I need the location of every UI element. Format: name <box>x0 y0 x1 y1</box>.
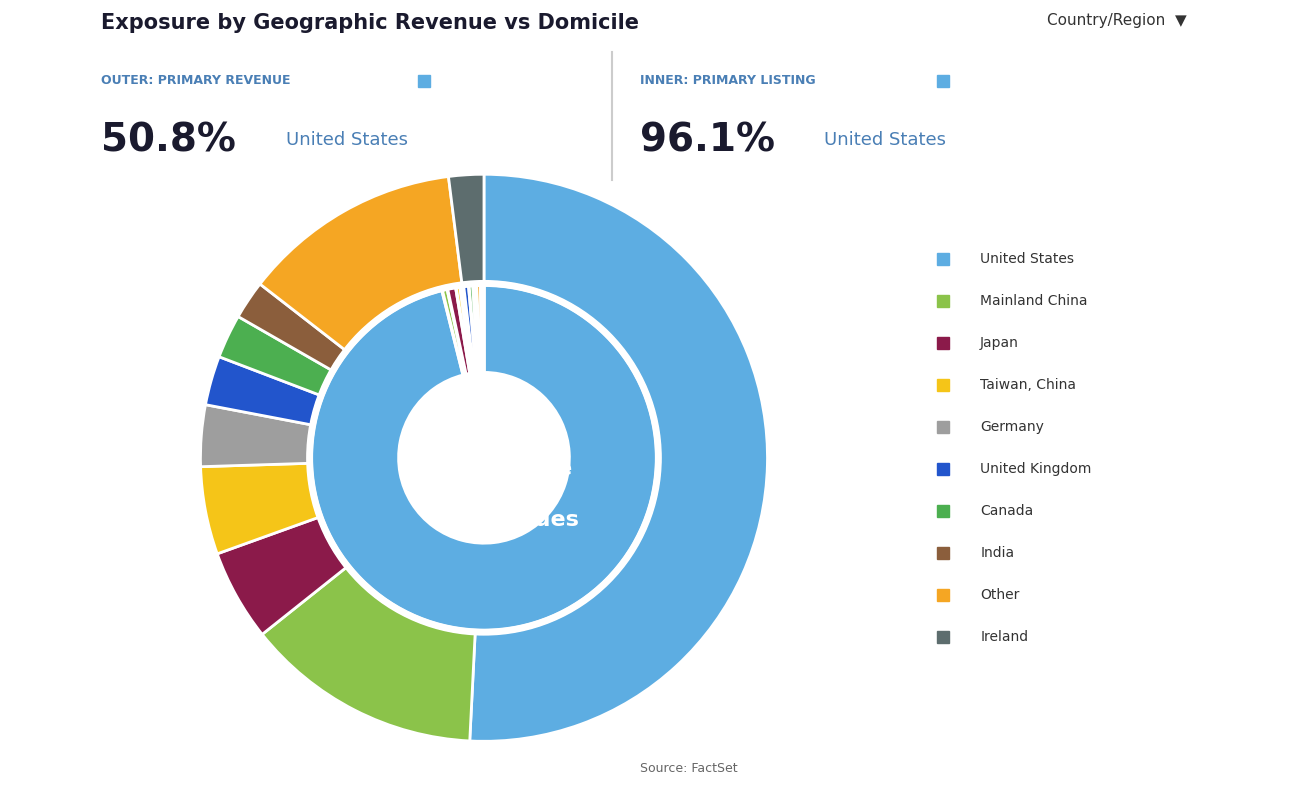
Wedge shape <box>480 284 484 373</box>
Wedge shape <box>263 567 475 741</box>
Wedge shape <box>449 174 484 284</box>
Text: United States: United States <box>286 132 408 149</box>
Wedge shape <box>201 405 312 466</box>
Wedge shape <box>463 285 476 374</box>
Text: Domicile: Domicile <box>463 459 572 479</box>
Text: India: India <box>980 546 1014 560</box>
Wedge shape <box>468 285 479 373</box>
Wedge shape <box>238 284 345 370</box>
Circle shape <box>399 373 569 543</box>
Text: INNER: PRIMARY LISTING: INNER: PRIMARY LISTING <box>641 74 815 87</box>
Text: United Kingdom: United Kingdom <box>980 462 1092 476</box>
Wedge shape <box>219 317 331 395</box>
Text: Exposure by Geographic Revenue vs Domicile: Exposure by Geographic Revenue vs Domici… <box>101 13 639 32</box>
Wedge shape <box>443 288 466 375</box>
Text: Mainland China: Mainland China <box>980 294 1088 308</box>
Wedge shape <box>448 287 470 374</box>
Text: Japan: Japan <box>980 336 1018 350</box>
Text: Other: Other <box>980 588 1020 602</box>
Wedge shape <box>311 284 657 630</box>
Text: Taiwan, China: Taiwan, China <box>980 378 1077 392</box>
Text: Germany: Germany <box>980 420 1044 434</box>
Text: 96.1%: 96.1% <box>641 121 775 159</box>
Text: Source: FactSet: Source: FactSet <box>641 762 738 775</box>
Text: Revenues: Revenues <box>457 510 578 530</box>
Wedge shape <box>201 463 318 554</box>
Wedge shape <box>474 285 480 373</box>
Wedge shape <box>476 285 483 373</box>
Wedge shape <box>455 287 472 374</box>
Wedge shape <box>206 357 320 425</box>
Wedge shape <box>217 518 347 634</box>
Wedge shape <box>260 177 462 350</box>
Text: United States: United States <box>824 132 946 149</box>
Wedge shape <box>461 286 474 374</box>
Text: OUTER: PRIMARY REVENUE: OUTER: PRIMARY REVENUE <box>101 74 291 87</box>
Text: Country/Region  ▼: Country/Region ▼ <box>1047 13 1187 28</box>
Text: 50.8%: 50.8% <box>101 121 236 159</box>
Wedge shape <box>470 174 767 742</box>
Text: Ireland: Ireland <box>980 630 1029 644</box>
Text: United States: United States <box>980 252 1074 266</box>
Text: Canada: Canada <box>980 504 1034 518</box>
